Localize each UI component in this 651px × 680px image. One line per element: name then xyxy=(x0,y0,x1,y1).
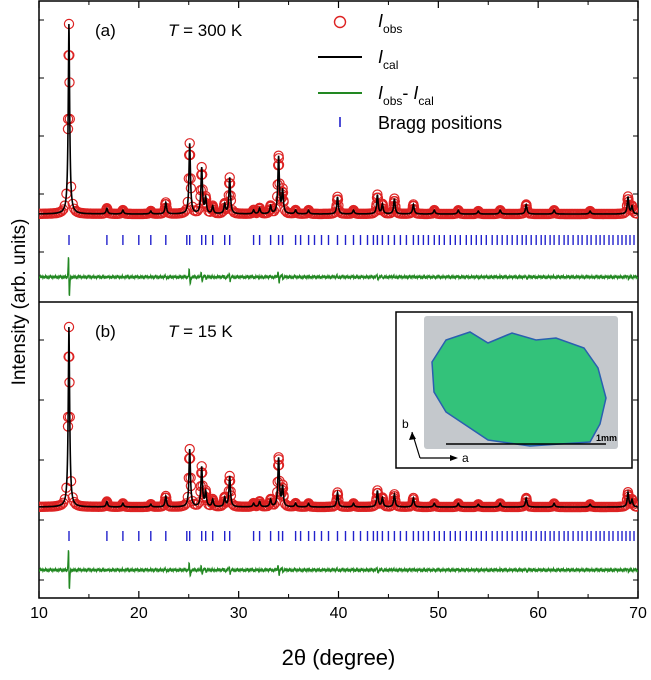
obs-point xyxy=(220,202,231,213)
obs-point xyxy=(409,497,420,508)
obs-point xyxy=(585,207,597,218)
obs-point xyxy=(585,500,597,511)
panel-tag: (a) xyxy=(95,21,116,40)
x-tick-label: 40 xyxy=(330,605,348,622)
obs-point xyxy=(220,495,231,507)
scale-bar-label: 1mm xyxy=(596,433,617,443)
panel-temperature: T = 15 K xyxy=(168,322,233,341)
obs-point xyxy=(627,497,638,509)
obs-point xyxy=(102,205,114,217)
axis-b-arrowhead xyxy=(409,432,416,440)
diff-line xyxy=(39,550,638,589)
obs-point xyxy=(454,206,465,218)
obs-point xyxy=(146,207,157,218)
obs-point xyxy=(102,499,114,510)
obs-point xyxy=(192,205,203,217)
cal-line xyxy=(39,326,638,508)
legend-obs-label: Iobs xyxy=(378,11,402,36)
legend-bragg-label: Bragg positions xyxy=(378,113,502,133)
obs-point xyxy=(118,499,130,511)
obs-point xyxy=(291,206,302,217)
legend-obs-symbol xyxy=(333,15,347,29)
axis-a-arrowhead xyxy=(450,455,458,461)
obs-point xyxy=(118,206,130,218)
obs-point xyxy=(208,204,219,215)
cal-line xyxy=(39,23,638,215)
obs-point xyxy=(349,499,360,511)
x-tick-label: 60 xyxy=(529,605,547,622)
obs-point xyxy=(549,500,561,511)
x-tick-label: 10 xyxy=(30,605,48,622)
obs-point xyxy=(627,204,638,215)
obs-point xyxy=(146,500,157,511)
x-tick-label: 50 xyxy=(429,605,447,622)
y-axis-title: Intensity (arb. units) xyxy=(9,219,30,386)
legend-diff-label: Iobs- Ical xyxy=(378,83,434,108)
obs-point xyxy=(304,206,315,218)
crystal-photo-inset: 1mm b a xyxy=(395,311,633,469)
obs-point xyxy=(495,500,507,511)
panel-temperature: T = 300 K xyxy=(168,21,243,40)
panel-tag: (b) xyxy=(95,322,116,341)
axis-a-label: a xyxy=(462,451,469,465)
obs-point xyxy=(474,207,485,218)
obs-point xyxy=(430,206,441,218)
obs-point xyxy=(208,497,219,508)
obs-point xyxy=(549,206,561,218)
crystal-shape xyxy=(431,331,607,447)
obs-point xyxy=(430,500,441,511)
obs-point xyxy=(521,497,533,508)
x-tick-label: 20 xyxy=(130,605,148,622)
axis-b-label: b xyxy=(402,417,409,431)
x-tick-label: 70 xyxy=(629,605,647,622)
obs-point xyxy=(56,499,67,510)
obs-point xyxy=(349,206,360,218)
x-axis-title: 2θ (degree) xyxy=(282,645,396,670)
obs-point xyxy=(56,205,67,217)
obs-point xyxy=(291,499,302,511)
obs-point xyxy=(454,500,465,511)
obs-point xyxy=(474,500,485,511)
x-tick-label: 30 xyxy=(230,605,248,622)
obs-point xyxy=(408,200,419,212)
obs-point xyxy=(59,200,71,211)
obs-point xyxy=(495,206,507,218)
diff-line xyxy=(39,257,638,296)
obs-point xyxy=(304,499,315,511)
legend-cal-label: Ical xyxy=(378,47,398,72)
obs-point xyxy=(59,493,71,505)
obs-point xyxy=(192,499,203,510)
